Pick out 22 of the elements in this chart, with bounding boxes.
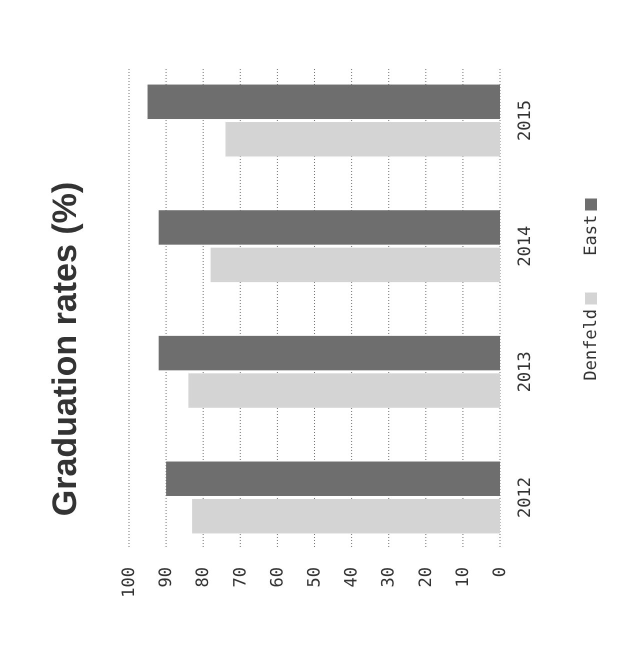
- x-tick-label: 90: [156, 567, 176, 588]
- x-tick-label: 30: [378, 567, 399, 588]
- y-tick-label: 2015: [515, 100, 535, 141]
- bar: [225, 122, 500, 156]
- bar: [192, 498, 500, 534]
- x-tick-label: 80: [193, 567, 214, 588]
- legend-label: Denfeld: [581, 308, 601, 381]
- bar: [210, 248, 500, 282]
- x-tick-label: 50: [304, 567, 324, 588]
- x-tick-label: 20: [416, 567, 436, 588]
- x-tick-label: 40: [342, 567, 362, 588]
- x-tick-label: 10: [452, 567, 473, 588]
- x-tick-label: 0: [490, 567, 510, 578]
- text: Graduation rates (%): [46, 182, 84, 516]
- y-tick-label: 2014: [515, 226, 535, 267]
- x-tick-label: 70: [230, 567, 250, 588]
- legend-label: East: [581, 214, 601, 256]
- y-tick-label: 2013: [515, 351, 535, 392]
- y-tick-label: 2012: [515, 477, 535, 518]
- x-tick-label: 100: [119, 567, 139, 598]
- x-tick-label: 60: [267, 567, 288, 588]
- bar: [188, 373, 500, 408]
